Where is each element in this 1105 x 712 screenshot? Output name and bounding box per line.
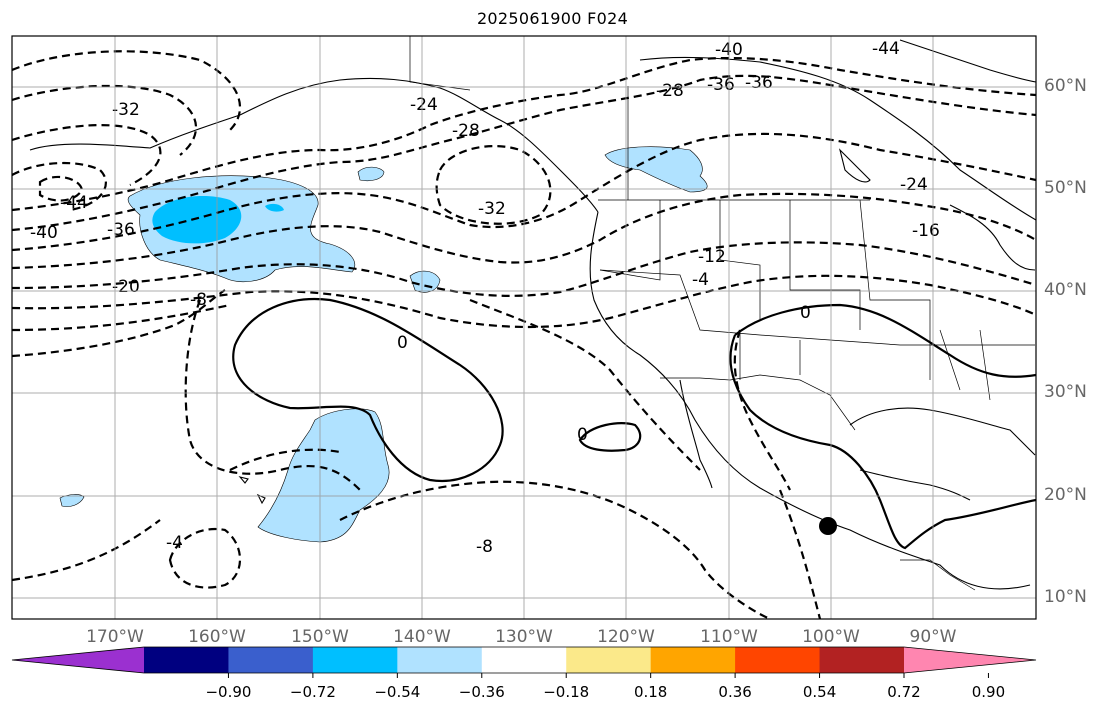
colorbar-tick-label: 0.90 bbox=[971, 683, 1006, 701]
contour-label: -36 bbox=[107, 220, 135, 240]
colorbar-tick-label: 0.54 bbox=[802, 683, 837, 701]
colorbar-tick-label: −0.18 bbox=[543, 683, 590, 701]
lon-label: 120°W bbox=[597, 627, 655, 647]
contour-label: -36 bbox=[745, 73, 773, 93]
contour-label: -32 bbox=[112, 100, 140, 120]
shaded-region-small-1 bbox=[357, 166, 385, 182]
lon-label: 170°W bbox=[86, 627, 144, 647]
colorbar-tick-label: −0.54 bbox=[374, 683, 421, 701]
colorbar-extend-low bbox=[12, 647, 144, 673]
shaded-region-canada bbox=[604, 146, 708, 193]
colorbar-segment bbox=[481, 647, 567, 673]
contour-label: -32 bbox=[478, 199, 506, 219]
shaded-core bbox=[152, 196, 242, 244]
shaded-region-small-2 bbox=[409, 270, 441, 293]
colorbar-tick-label: 0.72 bbox=[887, 683, 921, 701]
contours bbox=[12, 50, 1036, 619]
map-frame bbox=[11, 35, 1037, 620]
zero-contour-small bbox=[578, 422, 642, 452]
contour-label: 0 bbox=[577, 425, 588, 445]
lat-label: 50°N bbox=[1044, 178, 1087, 198]
lon-label: 140°W bbox=[393, 627, 451, 647]
shaded-region-hawaii bbox=[257, 408, 390, 543]
lat-label: 30°N bbox=[1044, 382, 1087, 402]
contour-label: -40 bbox=[30, 223, 58, 243]
contour-label: -24 bbox=[410, 95, 438, 115]
contour-label: -8 bbox=[476, 537, 493, 557]
contour-label: -24 bbox=[900, 175, 928, 195]
contour-label: -20 bbox=[112, 277, 140, 297]
shaded-region-small-3 bbox=[59, 494, 85, 507]
colorbar-tick-label: −0.72 bbox=[289, 683, 336, 701]
lon-label: 90°W bbox=[909, 627, 957, 647]
contour-label: -4 bbox=[692, 270, 709, 290]
lat-label: 10°N bbox=[1044, 587, 1087, 607]
lat-label: 20°N bbox=[1044, 485, 1087, 505]
gridlines bbox=[12, 36, 1036, 619]
contour-label: 0 bbox=[800, 303, 811, 323]
colorbar-extend-high bbox=[904, 647, 1036, 673]
colorbar-segment bbox=[397, 647, 483, 673]
colorbar-segment bbox=[312, 647, 398, 673]
contour-label: -36 bbox=[707, 75, 735, 95]
colorbar-segment bbox=[819, 647, 905, 673]
lon-label: 110°W bbox=[700, 627, 758, 647]
contour-labels: -32 -24 -28 -32 -40 -36 -44 -40 -36 -20 … bbox=[30, 39, 940, 557]
colorbar-segment bbox=[144, 647, 229, 673]
lon-label: 150°W bbox=[291, 627, 349, 647]
colorbar-tick-label: 0.18 bbox=[633, 683, 668, 701]
contour-label: -12 bbox=[698, 247, 726, 267]
contour-label: -4 bbox=[166, 533, 183, 553]
coastlines bbox=[29, 39, 1036, 590]
shaded-dot bbox=[265, 203, 284, 212]
lon-label: 160°W bbox=[188, 627, 246, 647]
colorbar-tick-label: −0.36 bbox=[458, 683, 505, 701]
contour-label: -28 bbox=[656, 81, 684, 101]
colorbar-segment bbox=[566, 647, 652, 673]
contour-label: -44 bbox=[60, 193, 88, 213]
colorbar-segment bbox=[650, 647, 736, 673]
lat-label: 40°N bbox=[1044, 280, 1087, 300]
map-title: 2025061900 F024 bbox=[476, 9, 629, 28]
zero-contour-pacific bbox=[232, 298, 504, 483]
colorbar bbox=[11, 646, 1037, 678]
colorbar-segment bbox=[228, 647, 314, 673]
contour-label: 0 bbox=[397, 333, 408, 353]
colorbar-tick-label: −0.90 bbox=[205, 683, 252, 701]
contour-label: -44 bbox=[872, 39, 900, 59]
colorbar-tick-label: 0.36 bbox=[718, 683, 752, 701]
contour-label: -16 bbox=[912, 221, 940, 241]
lon-label: 130°W bbox=[495, 627, 553, 647]
lat-label: 60°N bbox=[1044, 76, 1087, 96]
colorbar-segment bbox=[735, 647, 821, 673]
lon-label: 100°W bbox=[802, 627, 860, 647]
contour-label: -28 bbox=[452, 121, 480, 141]
contour-label: -8 bbox=[190, 290, 207, 310]
colorbar-outline bbox=[11, 646, 1037, 674]
station-marker-icon bbox=[819, 517, 837, 535]
